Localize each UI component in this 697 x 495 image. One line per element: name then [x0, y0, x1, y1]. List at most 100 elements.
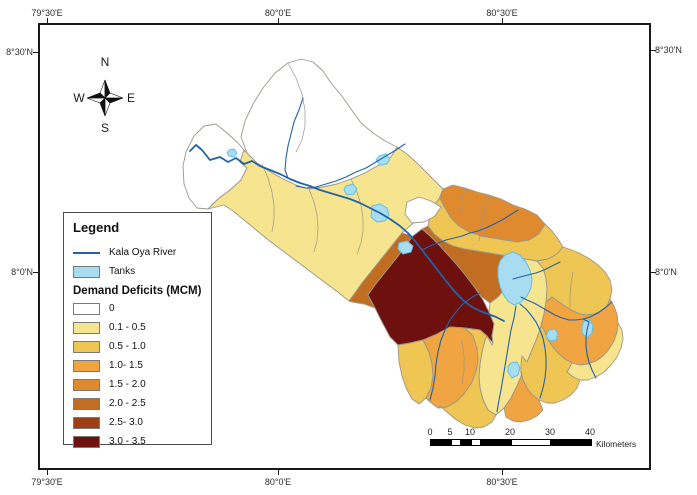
class-swatch-7 [73, 435, 100, 448]
graticule-label-top-2: 80°0'E [264, 8, 292, 18]
legend-class-row: 0.5 - 1.0 [73, 337, 202, 356]
tank [397, 240, 414, 255]
subbasin-boundary [569, 271, 574, 308]
legend-title: Legend [73, 220, 120, 235]
subbasin-boundaries [261, 62, 574, 385]
scalebar-segment [471, 440, 481, 445]
class-swatch-2 [73, 340, 100, 353]
graticule-tick [278, 18, 279, 23]
legend-item-river: Kala Oya River [73, 243, 202, 262]
class-label-1: 0.1 - 0.5 [109, 322, 146, 333]
legend-class-row: 0 [73, 299, 202, 318]
subbasin-white-patch [404, 196, 442, 224]
graticule-tick [47, 18, 48, 23]
river-tributary [519, 303, 547, 399]
graticule-label-left-1: 8°30'N [6, 47, 33, 57]
class-label-0: 0 [109, 303, 115, 314]
subbasin-boundary [461, 341, 465, 385]
scalebar: 0 5 10 20 30 40 Kilometers [427, 427, 660, 449]
legend-class-row: 2.5- 3.0 [73, 413, 202, 432]
class-label-5: 2.0 - 2.5 [109, 398, 146, 409]
tank [545, 328, 559, 342]
legend-river-label: Kala Oya River [109, 247, 177, 258]
graticule-tick [278, 470, 279, 475]
subbasin-regions [182, 58, 624, 429]
legend-class-row: 2.0 - 2.5 [73, 394, 202, 413]
class-label-7: 3.0 - 3.5 [109, 436, 146, 447]
scalebar-segment [551, 440, 591, 445]
basin-map [182, 58, 624, 429]
river-tributary [421, 209, 519, 251]
class-swatch-4 [73, 378, 100, 391]
subbasin-gold-south-tip [437, 327, 497, 429]
compass-west-label: W [73, 91, 85, 105]
subbasin-boundary [478, 194, 490, 242]
graticule-label-bottom-3: 80°30'E [486, 477, 518, 487]
subbasin-boundary [308, 188, 319, 253]
class-label-2: 0.5 - 1.0 [109, 341, 146, 352]
class-swatch-1 [73, 321, 100, 334]
graticule-label-bottom-2: 80°0'E [264, 477, 292, 487]
tank [226, 148, 238, 158]
legend-class-row: 1.0- 1.5 [73, 356, 202, 375]
tank [375, 153, 391, 166]
scalebar-segment [511, 440, 551, 445]
graticule-label-left-2: 8°0'N [11, 267, 33, 277]
graticule-label-right-1: 8°30'N [655, 45, 682, 55]
scalebar-segment [461, 440, 471, 445]
scalebar-tick-40: 40 [584, 427, 596, 437]
scalebar-segment [481, 440, 511, 445]
class-swatch-5 [73, 397, 100, 410]
legend-box: Legend Kala Oya River Tanks Demand Defic… [63, 212, 212, 448]
legend-class-row: 1.5 - 2.0 [73, 375, 202, 394]
river-tributary [429, 292, 481, 401]
graticule-label-top-3: 80°30'E [486, 8, 518, 18]
scalebar-tick-20: 20 [504, 427, 516, 437]
legend-class-row: 3.0 - 3.5 [73, 432, 202, 451]
compass-south-label: S [101, 121, 109, 135]
scalebar-segment [451, 440, 461, 445]
river-network [189, 97, 613, 413]
graticule-tick [651, 50, 656, 51]
river-tributary [284, 97, 304, 179]
scalebar-tick-5: 5 [447, 427, 453, 437]
graticule-tick [502, 470, 503, 475]
class-label-3: 1.0- 1.5 [109, 360, 143, 371]
river-tributary [520, 296, 613, 321]
river-line-swatch [73, 251, 100, 254]
legend-section-title: Demand Deficits (MCM) [73, 285, 202, 297]
subbasin-boundary [350, 178, 364, 255]
scalebar-unit-label: Kilometers [596, 439, 637, 449]
river-tributary [512, 261, 561, 280]
subbasin-boundary [287, 62, 306, 153]
graticule-tick [502, 18, 503, 23]
subbasin-boundary [458, 187, 466, 225]
river-kala-oya-main [189, 144, 505, 322]
scalebar-bar [430, 439, 592, 446]
subbasin-ltorange-south-east [503, 371, 544, 423]
legend-tanks-label: Tanks [109, 266, 136, 277]
river-tributary [295, 143, 406, 189]
legend-class-row: 0.1 - 0.5 [73, 318, 202, 337]
subbasin-boundary [261, 163, 275, 233]
scalebar-tick-30: 30 [544, 427, 556, 437]
compass-rose: N W E S [73, 55, 135, 135]
scalebar-tick-0: 0 [427, 427, 433, 437]
class-label-4: 1.5 - 2.0 [109, 379, 146, 390]
class-swatch-0 [73, 302, 100, 315]
tanks-swatch [73, 265, 100, 278]
tank [507, 361, 521, 379]
graticule-tick [33, 272, 38, 273]
graticule-tick [651, 272, 656, 273]
class-swatch-3 [73, 359, 100, 372]
compass-east-label: E [127, 91, 135, 105]
river-tributary [496, 305, 517, 413]
compass-north-label: N [101, 55, 110, 69]
scalebar-tick-10: 10 [464, 427, 476, 437]
legend-item-tanks: Tanks [73, 262, 202, 281]
scalebar-segment [431, 440, 451, 445]
graticule-tick [47, 470, 48, 475]
compass-star [86, 79, 124, 117]
graticule-label-top-1: 79°30'E [31, 8, 63, 18]
